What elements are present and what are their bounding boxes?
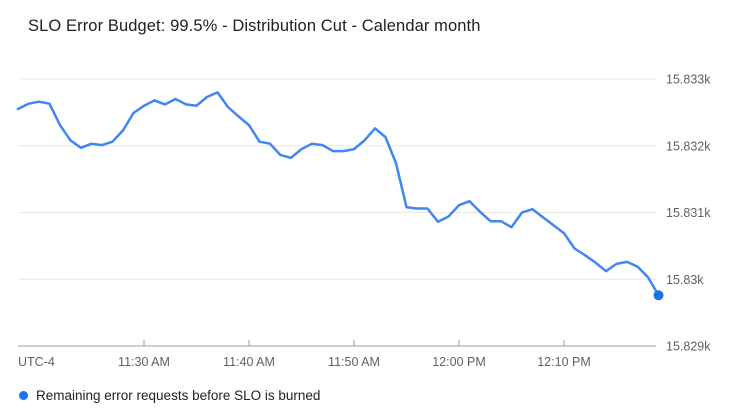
x-axis-tick-label: 11:30 AM [118,355,170,369]
x-axis-tick-label: 12:10 PM [537,355,591,369]
y-axis-tick-label: 15.833k [666,73,711,87]
x-axis-tick-label: 11:50 AM [328,355,380,369]
y-axis-tick-label: 15.831k [666,206,711,220]
x-axis-tick-label: 11:40 AM [223,355,275,369]
legend-series-dot-icon [19,390,28,400]
slo-error-budget-chart[interactable]: 15.833k 15.832k 15.831k 15.83k 15.829k 11:30 … [0,0,732,380]
y-axis-tick-label: 15.83k [666,273,704,287]
timezone-label: UTC-4 [18,355,55,369]
series-line[interactable] [16,91,660,297]
series-end-marker[interactable] [653,290,664,301]
chart-title: SLO Error Budget: 99.5% - Distribution C… [28,17,481,35]
x-axis-tick-label: 12:00 PM [432,355,486,369]
legend[interactable]: Remaining error requests before SLO is b… [19,387,320,403]
y-axis-tick-label: 15.832k [666,139,711,153]
legend-series-label: Remaining error requests before SLO is b… [36,387,321,403]
y-axis-tick-label: 15.829k [666,340,711,354]
